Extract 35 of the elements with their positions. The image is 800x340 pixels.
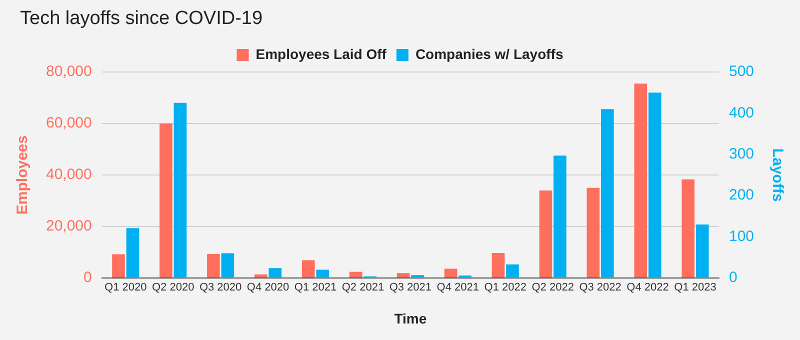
y2-axis-title: Layoffs — [768, 148, 786, 202]
x-tick-label: Q3 2021 — [389, 282, 432, 294]
x-tick-label: Q2 2022 — [532, 282, 574, 294]
y-tick-label: 80,000 — [46, 63, 92, 80]
y2-tick-label: 100 — [728, 228, 754, 245]
x-tick-label: Q2 2020 — [152, 282, 194, 294]
y-tick-label: 20,000 — [46, 218, 92, 235]
y2-tick-label: 0 — [728, 269, 738, 286]
x-tick-label: Q4 2021 — [436, 282, 479, 294]
bar — [444, 268, 458, 278]
y2-tick-label: 400 — [728, 104, 754, 122]
legend-label: Companies w/ Layoffs — [415, 46, 564, 62]
x-tick-label: Q2 2021 — [342, 282, 384, 294]
y2-tick-label: 500 — [728, 63, 754, 80]
x-tick-label: Q3 2020 — [199, 282, 242, 294]
x-tick-label: Q3 2022 — [579, 282, 622, 294]
bar — [302, 260, 315, 278]
x-tick-label: Q1 2021 — [294, 282, 337, 294]
y-axis-title: Employees — [14, 135, 32, 215]
bar — [268, 268, 282, 278]
x-axis-title: Time — [394, 310, 427, 326]
y-tick-label: 40,000 — [46, 166, 92, 184]
bar — [126, 228, 140, 278]
x-tick-label: Q1 2022 — [484, 282, 526, 294]
x-tick-label: Q4 2022 — [626, 282, 669, 294]
y2-tick-label: 300 — [728, 146, 754, 163]
x-tick-label: Q1 2023 — [674, 282, 716, 294]
legend-label: Employees Laid Off — [256, 46, 387, 62]
y-tick-label: 60,000 — [46, 114, 92, 132]
x-tick-label: Q1 2020 — [104, 282, 147, 294]
chart-title: Tech layoffs since COVID-19 — [20, 8, 263, 30]
bar — [349, 272, 362, 278]
y2-tick-label: 200 — [728, 186, 754, 204]
x-tick-label: Q4 2020 — [246, 282, 290, 294]
y-tick-label: 0 — [84, 269, 92, 286]
